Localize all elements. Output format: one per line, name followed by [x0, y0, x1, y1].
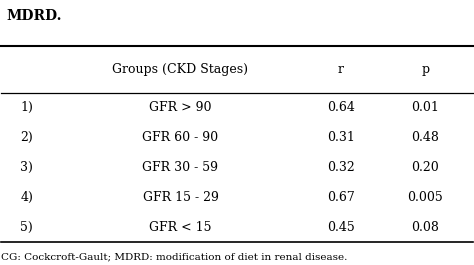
Text: MDRD.: MDRD.: [6, 9, 62, 23]
Text: 0.20: 0.20: [411, 161, 439, 174]
Text: 0.005: 0.005: [408, 191, 443, 204]
Text: 0.08: 0.08: [411, 221, 439, 234]
Text: 0.01: 0.01: [411, 101, 439, 114]
Text: 0.32: 0.32: [327, 161, 355, 174]
Text: 0.67: 0.67: [327, 191, 355, 204]
Text: 2): 2): [20, 131, 33, 144]
Text: p: p: [421, 63, 429, 76]
Text: GFR 30 - 59: GFR 30 - 59: [143, 161, 219, 174]
Text: GFR 15 - 29: GFR 15 - 29: [143, 191, 219, 204]
Text: 4): 4): [20, 191, 33, 204]
Text: 0.45: 0.45: [327, 221, 355, 234]
Text: 0.64: 0.64: [327, 101, 355, 114]
Text: 0.31: 0.31: [327, 131, 355, 144]
Text: GFR > 90: GFR > 90: [149, 101, 212, 114]
Text: GFR < 15: GFR < 15: [149, 221, 212, 234]
Text: GFR 60 - 90: GFR 60 - 90: [142, 131, 219, 144]
Text: r: r: [337, 63, 344, 76]
Text: 1): 1): [20, 101, 33, 114]
Text: Groups (CKD Stages): Groups (CKD Stages): [112, 63, 248, 76]
Text: 5): 5): [20, 221, 33, 234]
Text: 0.48: 0.48: [411, 131, 439, 144]
Text: 3): 3): [20, 161, 33, 174]
Text: CG: Cockcroft-Gault; MDRD: modification of diet in renal disease.: CG: Cockcroft-Gault; MDRD: modification …: [1, 253, 348, 262]
